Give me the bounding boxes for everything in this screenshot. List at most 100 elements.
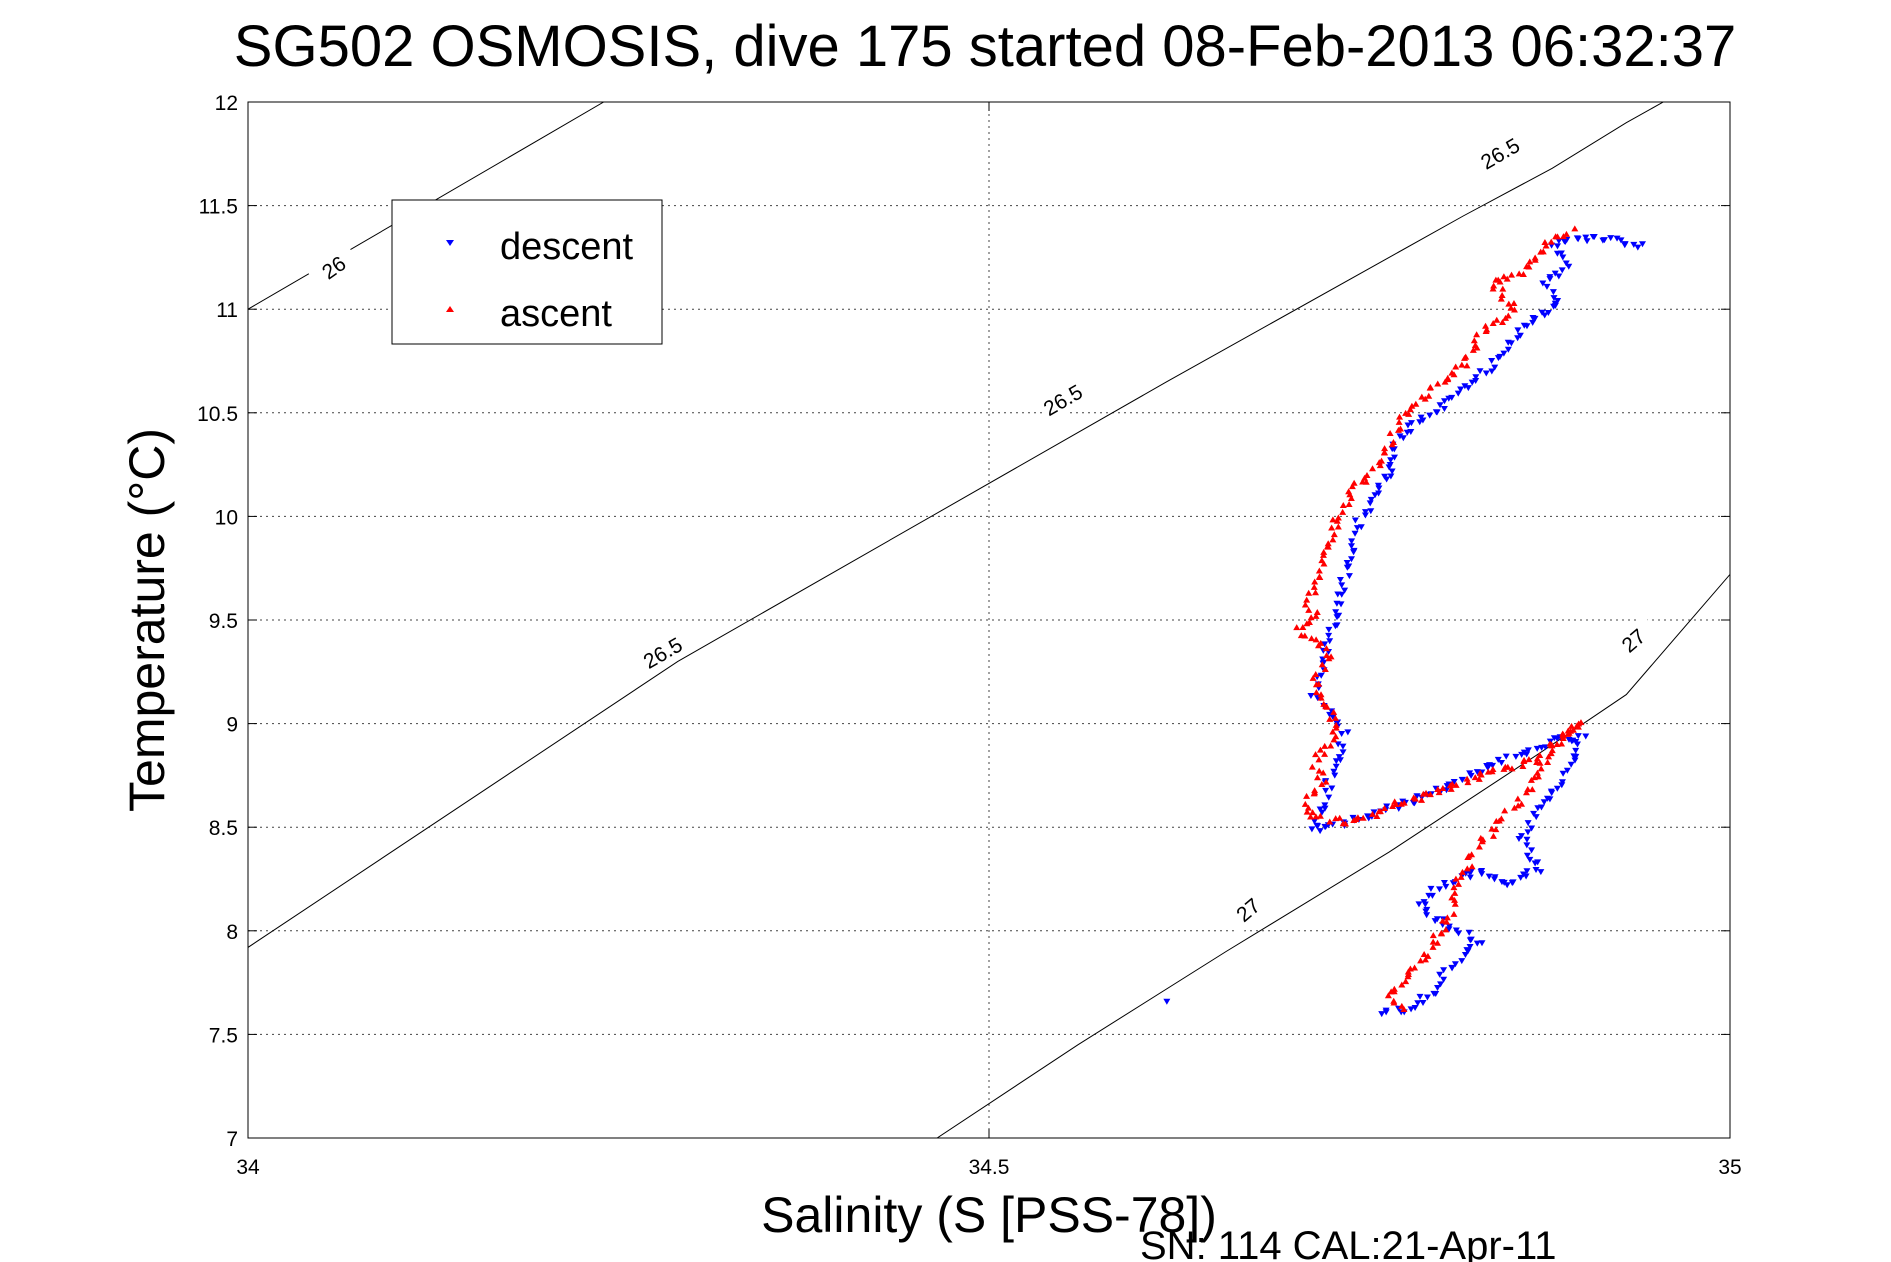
ascent-point xyxy=(1519,763,1527,770)
ascent-point xyxy=(1552,233,1560,240)
ascent-point xyxy=(1336,814,1344,821)
legend-label-ascent: ascent xyxy=(500,293,612,335)
ascent-point xyxy=(1386,429,1394,436)
ascent-point xyxy=(1332,724,1340,731)
axis-ticks xyxy=(247,101,1731,1139)
descent-point xyxy=(1440,405,1448,412)
descent-point xyxy=(1555,273,1563,280)
ascent-point xyxy=(1316,746,1324,753)
ascent-point xyxy=(1402,978,1410,985)
ascent-point xyxy=(1447,785,1455,792)
y-tick-label: 12 xyxy=(215,92,238,115)
legend-marker-descent xyxy=(446,240,454,246)
ascent-point xyxy=(1330,708,1338,715)
descent-point xyxy=(1532,814,1540,821)
descent-point xyxy=(1523,836,1531,843)
x-tick-label: 34.5 xyxy=(969,1156,1010,1179)
ascent-point xyxy=(1451,896,1459,903)
descent-point xyxy=(1338,582,1346,589)
descent-point xyxy=(1333,614,1341,621)
descent-point xyxy=(1322,787,1330,794)
ascent-point xyxy=(1450,910,1458,917)
ascent-point xyxy=(1305,606,1313,613)
descent-point xyxy=(1512,753,1520,760)
descent-point xyxy=(1343,559,1351,566)
descent-point xyxy=(1540,799,1548,806)
ascent-point xyxy=(1315,767,1323,774)
descent-point xyxy=(1558,267,1566,274)
descent-point xyxy=(1490,876,1498,883)
descent-point xyxy=(1413,793,1421,800)
ascent-point xyxy=(1326,715,1334,722)
descent-point xyxy=(1370,809,1378,816)
ascent-point xyxy=(1545,753,1553,760)
descent-point xyxy=(1530,810,1538,817)
ascent-point xyxy=(1547,742,1555,749)
descent-point xyxy=(1314,823,1322,830)
descent-point xyxy=(1571,757,1579,764)
descent-point xyxy=(1455,930,1463,937)
ascent-point xyxy=(1347,494,1355,501)
ascent-point xyxy=(1315,756,1323,763)
ascent-point xyxy=(1533,769,1541,776)
descent-point xyxy=(1563,767,1571,774)
ascent-point xyxy=(1404,973,1412,980)
ascent-point xyxy=(1450,884,1458,891)
ascent-point xyxy=(1492,817,1500,824)
ascent-point xyxy=(1359,814,1367,821)
ascent-point xyxy=(1499,285,1507,292)
x-axis-tick-labels: 34 34.5 35 xyxy=(236,1156,1741,1179)
contour-label-background xyxy=(1473,130,1528,178)
descent-point xyxy=(1331,772,1339,779)
descent-point xyxy=(1357,524,1365,531)
ascent-point xyxy=(1400,799,1408,806)
ascent-point xyxy=(1348,483,1356,490)
descent-point xyxy=(1500,350,1508,357)
descent-point xyxy=(1464,948,1472,955)
descent-point xyxy=(1534,805,1542,812)
descent-point xyxy=(1427,885,1435,892)
ascent-point xyxy=(1476,769,1484,776)
y-tick-label: 11.5 xyxy=(199,196,238,219)
ascent-point xyxy=(1525,756,1533,763)
ascent-point xyxy=(1323,703,1331,710)
ascent-point xyxy=(1312,612,1320,619)
ascent-point xyxy=(1424,952,1432,959)
descent-point xyxy=(1489,762,1497,769)
ascent-point xyxy=(1328,524,1336,531)
descent-point xyxy=(1349,814,1357,821)
ascent-point xyxy=(1421,395,1429,402)
ascent-point xyxy=(1493,316,1501,323)
descent-point xyxy=(1502,753,1510,760)
descent-point xyxy=(1562,260,1570,267)
descent-point xyxy=(1351,517,1359,524)
descent-point xyxy=(1488,368,1496,375)
ascent-point xyxy=(1429,932,1437,939)
descent-point xyxy=(1557,250,1565,257)
descent-point xyxy=(1321,805,1329,812)
ascent-point xyxy=(1311,578,1319,585)
descent-point xyxy=(1307,692,1315,699)
ascent-point xyxy=(1559,732,1567,739)
contour-label-background xyxy=(635,629,691,677)
descent-point xyxy=(1559,770,1567,777)
ascent-point xyxy=(1526,258,1534,265)
ascent-point xyxy=(1522,789,1530,796)
descent-point xyxy=(1431,918,1439,925)
x-axis-label: Salinity (S [PSS-78]) xyxy=(761,1187,1217,1243)
descent-point xyxy=(1634,244,1642,251)
descent-point xyxy=(1344,729,1352,736)
ascent-point xyxy=(1304,804,1312,811)
descent-point xyxy=(1466,937,1474,944)
descent-point xyxy=(1436,971,1444,978)
descent-point xyxy=(1437,981,1445,988)
descent-point xyxy=(1504,346,1512,353)
ascent-point xyxy=(1322,778,1330,785)
ascent-point xyxy=(1434,785,1442,792)
descent-point xyxy=(1508,880,1516,887)
descent-point xyxy=(1523,842,1531,849)
ascent-point xyxy=(1502,314,1510,321)
ascent-point xyxy=(1310,583,1318,590)
descent-point xyxy=(1494,355,1502,362)
descent-point xyxy=(1423,994,1431,1001)
